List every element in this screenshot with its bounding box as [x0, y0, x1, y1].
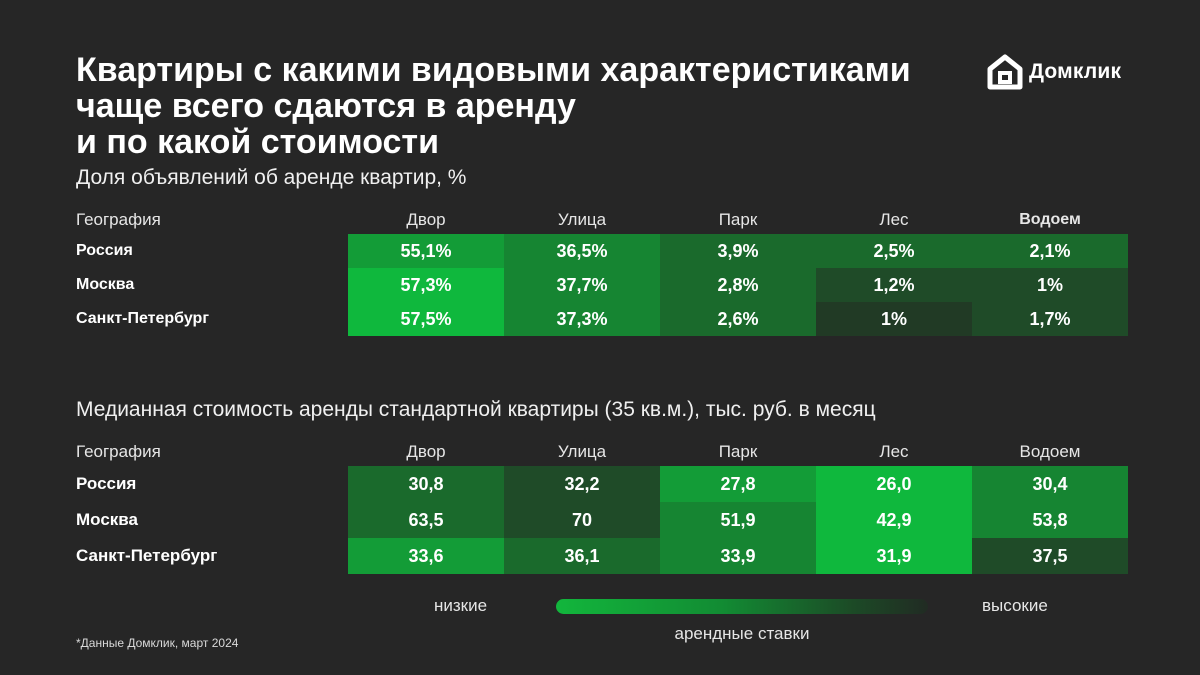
- data-cell: 1,7%: [972, 302, 1128, 336]
- data-cell: 31,9: [816, 538, 972, 574]
- source-footnote: *Данные Домклик, март 2024: [76, 636, 239, 650]
- price-table-title: Медианная стоимость аренды стандартной к…: [76, 398, 876, 421]
- table-row: Россия 55,1% 36,5% 3,9% 2,5% 2,1%: [76, 234, 1132, 268]
- column-header-yard: Двор: [406, 442, 446, 461]
- data-cell: 37,5: [972, 538, 1128, 574]
- price-table: География Двор Улица Парк Лес Водоем Рос…: [76, 438, 1132, 574]
- data-cell: 30,4: [972, 466, 1128, 502]
- table-row: Санкт-Петербург 33,6 36,1 33,9 31,9 37,5: [76, 538, 1132, 574]
- row-label: Россия: [76, 474, 137, 493]
- column-header-forest: Лес: [879, 442, 909, 461]
- table-row: Санкт-Петербург 57,5% 37,3% 2,6% 1% 1,7%: [76, 302, 1132, 336]
- data-cell: 2,1%: [972, 234, 1128, 268]
- data-cell: 53,8: [972, 502, 1128, 538]
- column-header-geography: География: [76, 210, 161, 229]
- legend-caption: арендные ставки: [674, 624, 810, 643]
- column-header-yard: Двор: [406, 210, 446, 229]
- domclick-house-logo-icon: [987, 54, 1023, 90]
- data-cell: 36,5%: [504, 234, 660, 268]
- page-title: Квартиры с какими видовыми характеристик…: [76, 52, 956, 160]
- column-header-water: Водоем: [1019, 211, 1081, 228]
- data-cell: 2,8%: [660, 268, 816, 302]
- column-header-street: Улица: [557, 210, 607, 229]
- column-header-forest: Лес: [879, 210, 909, 229]
- data-cell: 1,2%: [816, 268, 972, 302]
- table-row: Россия 30,8 32,2 27,8 26,0 30,4: [76, 466, 1132, 502]
- column-header-park: Парк: [718, 442, 758, 461]
- share-table: География Двор Улица Парк Лес Водоем Рос…: [76, 206, 1132, 336]
- data-cell: 26,0: [816, 466, 972, 502]
- data-cell: 70: [504, 502, 660, 538]
- column-header-geography: География: [76, 442, 161, 461]
- data-cell: 36,1: [504, 538, 660, 574]
- column-header-street: Улица: [557, 442, 607, 461]
- price-table-header: География Двор Улица Парк Лес Водоем: [76, 438, 1132, 466]
- title-line-1: Квартиры с какими видовыми характеристик…: [76, 51, 911, 89]
- data-cell: 42,9: [816, 502, 972, 538]
- table-row: Москва 63,5 70 51,9 42,9 53,8: [76, 502, 1132, 538]
- data-cell: 57,3%: [348, 268, 504, 302]
- data-cell: 32,2: [504, 466, 660, 502]
- row-label: Россия: [76, 242, 133, 259]
- data-cell: 63,5: [348, 502, 504, 538]
- data-cell: 51,9: [660, 502, 816, 538]
- share-table-header: География Двор Улица Парк Лес Водоем: [76, 206, 1132, 234]
- data-cell: 33,9: [660, 538, 816, 574]
- brand-name: Домклик: [1029, 60, 1122, 83]
- data-cell: 1%: [972, 268, 1128, 302]
- table-row: Москва 57,3% 37,7% 2,8% 1,2% 1%: [76, 268, 1132, 302]
- data-cell: 37,3%: [504, 302, 660, 336]
- data-cell: 30,8: [348, 466, 504, 502]
- title-line-2: чаще всего сдаются в аренду: [76, 87, 576, 125]
- data-cell: 27,8: [660, 466, 816, 502]
- data-cell: 33,6: [348, 538, 504, 574]
- share-table-title: Доля объявлений об аренде квартир, %: [76, 166, 467, 189]
- column-header-water: Водоем: [1019, 442, 1081, 461]
- column-header-park: Парк: [718, 210, 758, 229]
- row-label: Москва: [76, 276, 135, 293]
- legend-high-label: высокие: [982, 596, 1048, 615]
- data-cell: 57,5%: [348, 302, 504, 336]
- row-label: Москва: [76, 510, 138, 529]
- data-cell: 55,1%: [348, 234, 504, 268]
- legend-low-label: низкие: [434, 596, 488, 615]
- data-cell: 1%: [816, 302, 972, 336]
- row-label: Санкт-Петербург: [76, 546, 218, 565]
- brand-logo: Домклик: [987, 54, 1121, 90]
- data-cell: 37,7%: [504, 268, 660, 302]
- data-cell: 2,5%: [816, 234, 972, 268]
- title-line-3: и по какой стоимости: [76, 123, 439, 161]
- row-label: Санкт-Петербург: [76, 310, 209, 327]
- legend-gradient-bar: [556, 599, 928, 614]
- data-cell: 3,9%: [660, 234, 816, 268]
- data-cell: 2,6%: [660, 302, 816, 336]
